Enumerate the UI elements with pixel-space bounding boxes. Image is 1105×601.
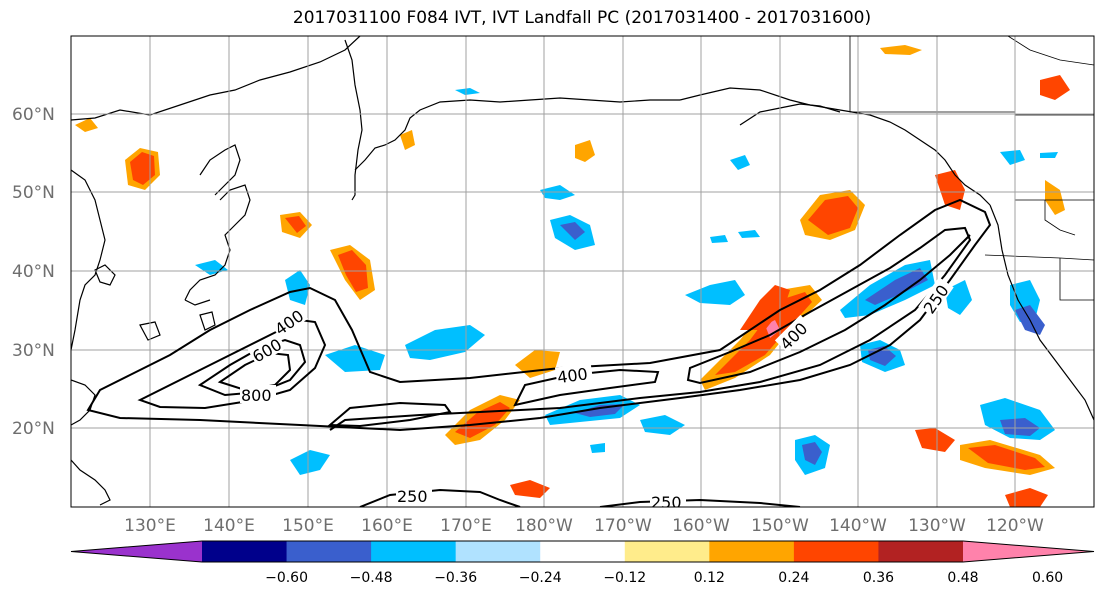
colorbar-tick-label: −0.36	[434, 570, 477, 586]
colorbar-segment	[793, 541, 879, 562]
colorbar-segment	[709, 541, 795, 562]
latitude-labels: 60°N 50°N 40°N 30°N 20°N	[12, 105, 55, 439]
colorbar-extension-max	[963, 541, 1094, 562]
contour-label-800: 800	[241, 386, 272, 405]
lon-label-120w: 120°W	[986, 516, 1044, 536]
lat-label-60n: 60°N	[12, 105, 55, 125]
lon-label-170e: 170°E	[440, 516, 492, 536]
colorbar-segment	[202, 541, 288, 562]
lat-label-20n: 20°N	[12, 419, 55, 439]
lon-label-130w: 130°W	[908, 516, 966, 536]
colorbar-tick-label: −0.12	[603, 570, 646, 586]
colorbar-segment	[286, 541, 372, 562]
colorbar-tick-label: 0.12	[694, 570, 725, 586]
colorbar-segment	[624, 541, 710, 562]
contour-label-400-central: 400	[556, 364, 589, 387]
colorbar-tick-label: −0.60	[265, 570, 308, 586]
colorbar-segment	[455, 541, 541, 562]
colorbar-tick-label: 0.60	[1032, 570, 1063, 586]
longitude-labels: 130°E 140°E 150°E 160°E 170°E 180°W 170°…	[124, 516, 1044, 536]
gridlines	[71, 36, 1094, 507]
lon-label-170w: 170°W	[594, 516, 652, 536]
negative-anomaly-fills	[195, 88, 1058, 475]
colorbar: −0.60 −0.48 −0.36 −0.24 −0.12 0.12 0.24 0.36 0.4…	[70, 540, 1095, 586]
coastlines	[71, 36, 1094, 506]
map-frame	[70, 35, 1095, 508]
colorbar-tick-label: 0.24	[778, 570, 809, 586]
colorbar-tick-label: −0.48	[350, 570, 393, 586]
colorbar-segment	[540, 541, 626, 562]
lon-label-140e: 140°E	[203, 516, 255, 536]
lon-label-150e: 150°E	[282, 516, 334, 536]
lon-label-180w: 180°W	[515, 516, 573, 536]
lon-label-160w: 160°W	[672, 516, 730, 536]
colorbar-tick-label: 0.36	[863, 570, 894, 586]
lon-label-150w: 150°W	[751, 516, 809, 536]
lon-label-130e: 130°E	[124, 516, 176, 536]
colorbar-tick-label: 0.48	[947, 570, 978, 586]
lat-label-50n: 50°N	[12, 183, 55, 203]
lon-label-140w: 140°W	[829, 516, 887, 536]
lat-label-30n: 30°N	[12, 341, 55, 361]
colorbar-segment	[371, 541, 457, 562]
contour-label-250-south-east: 250	[651, 493, 682, 512]
lon-label-160e: 160°E	[361, 516, 413, 536]
colorbar-tick-label: −0.24	[519, 570, 562, 586]
map-title: 2017031100 F084 IVT, IVT Landfall PC (20…	[292, 8, 872, 28]
colorbar-segment	[878, 541, 964, 562]
colorbar-extension-min	[71, 541, 202, 562]
colorbar-outline	[70, 540, 1095, 563]
contour-label-250-south-west: 250	[397, 487, 428, 506]
lat-label-40n: 40°N	[12, 262, 55, 282]
